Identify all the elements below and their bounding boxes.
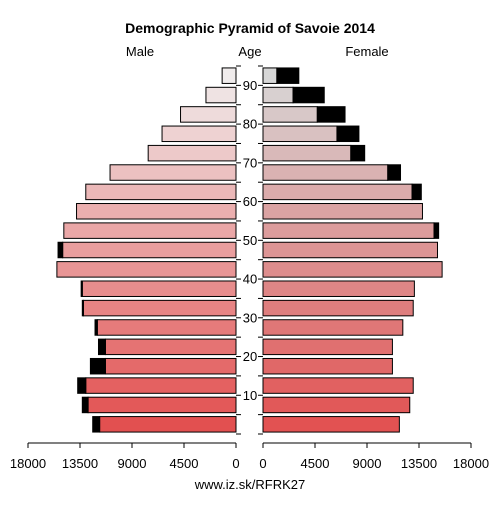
male-excess-10-14 [77,377,87,394]
chart-title: Demographic Pyramid of Savoie 2014 [125,20,375,36]
male-bar-35-39 [81,280,237,297]
female-excess-70-74 [350,144,366,162]
female-excess-60-64 [411,183,422,201]
female-x-tick-label: 9000 [353,456,382,471]
source-footer: www.iz.sk/RFRK27 [194,477,306,492]
female-bar-90-94 [262,67,278,84]
male-excess-0-4 [92,416,101,433]
male-bar-50-54 [63,222,237,239]
age-label: Age [238,44,261,59]
male-x-tick-label: 13500 [62,456,98,471]
female-excess-80-84 [316,106,346,123]
female-bar-65-69 [262,164,389,181]
male-excess-5-9 [81,396,89,414]
male-bar-70-74 [147,144,237,162]
age-tick-label: 30 [243,310,257,325]
bars-group [56,67,443,433]
age-tick-label: 60 [243,194,257,209]
male-bar-30-34 [82,299,237,317]
female-bar-55-59 [262,203,423,220]
female-bar-45-49 [262,241,438,259]
axes-group: 10 20 30 40 50 60 70 80 90 18000 13500 9000 4500 0 0 45… [10,65,489,471]
female-bar-75-79 [262,125,338,143]
age-tick-label: 40 [243,272,257,287]
male-excess-30-34 [81,299,84,317]
female-x-tick-label: 13500 [401,456,437,471]
female-bar-60-64 [262,183,413,201]
female-bar-70-74 [262,144,352,162]
male-bar-85-89 [205,86,237,104]
male-x-tick-label: 0 [232,456,239,471]
age-tick-label: 20 [243,349,257,364]
male-bar-55-59 [76,203,237,220]
male-excess-15-19 [89,357,106,375]
male-x-tick-label: 9000 [118,456,147,471]
male-bar-45-49 [62,241,237,259]
male-bar-20-24 [104,338,237,356]
female-bar-30-34 [262,299,414,317]
male-excess-35-39 [80,280,83,297]
age-tick-label: 10 [243,388,257,403]
male-label: Male [126,44,154,59]
female-excess-50-54 [433,222,440,239]
female-x-tick-label: 18000 [453,456,489,471]
age-tick-label: 50 [243,233,257,248]
female-bar-50-54 [262,222,435,239]
female-bar-20-24 [262,338,393,356]
female-bar-85-89 [262,86,294,104]
female-excess-85-89 [292,86,325,104]
male-excess-45-49 [57,241,64,259]
male-bar-65-69 [109,164,237,181]
female-x-tick-label: 0 [259,456,266,471]
female-excess-75-79 [336,125,360,143]
male-excess-20-24 [97,338,106,356]
female-bar-15-19 [262,357,393,375]
male-bar-60-64 [85,183,237,201]
female-excess-90-94 [276,67,300,84]
male-bar-90-94 [221,67,237,84]
male-bar-75-79 [161,125,237,143]
female-x-tick-label: 4500 [301,456,330,471]
male-excess-25-29 [94,319,98,336]
male-x-tick-label: 18000 [10,456,46,471]
age-tick-label: 70 [243,155,257,170]
male-x-tick-label: 4500 [170,456,199,471]
age-tick-label: 80 [243,117,257,132]
female-bar-40-44 [262,261,443,278]
male-bar-15-19 [104,357,237,375]
female-bar-25-29 [262,319,404,336]
male-bar-5-9 [87,396,237,414]
male-bar-25-29 [96,319,237,336]
male-bar-10-14 [85,377,237,394]
female-bar-5-9 [262,396,411,414]
male-bar-40-44 [56,261,237,278]
male-bar-0-4 [99,416,237,433]
female-bar-35-39 [262,280,415,297]
female-bar-10-14 [262,377,414,394]
male-bar-80-84 [180,106,237,123]
female-excess-65-69 [387,164,402,181]
female-bar-80-84 [262,106,318,123]
age-tick-label: 90 [243,78,257,93]
female-bar-0-4 [262,416,400,433]
female-label: Female [345,44,388,59]
